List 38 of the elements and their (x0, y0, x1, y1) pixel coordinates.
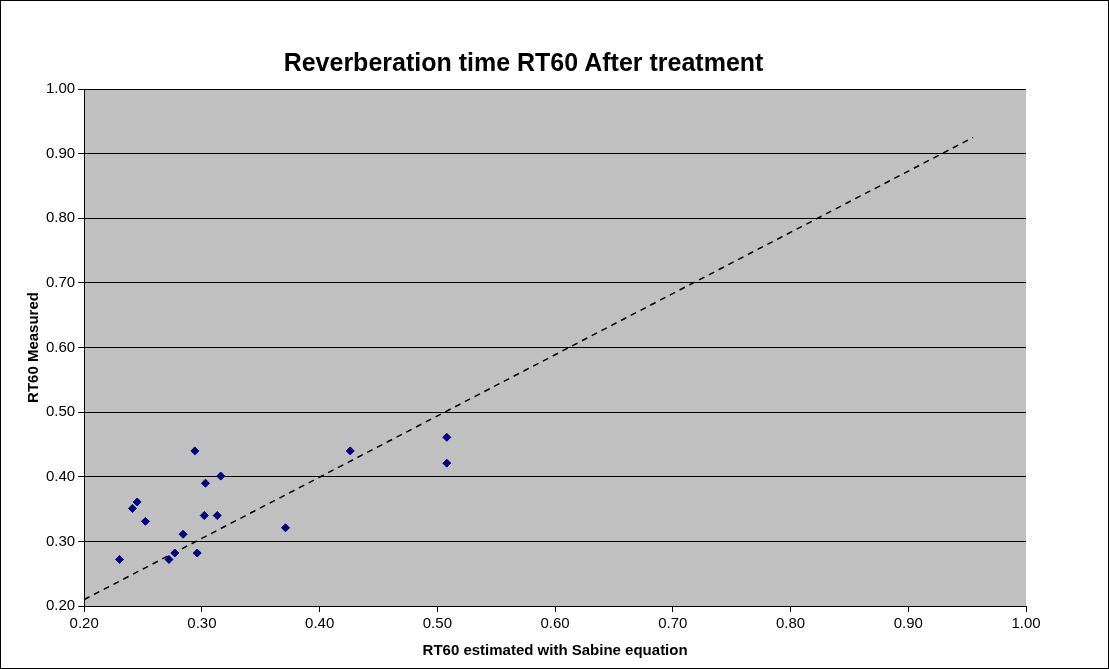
y-tick-label: 1.00 (45, 79, 76, 97)
x-tick-label: 0.50 (422, 614, 452, 632)
point (190, 446, 200, 456)
x-tick-label: 0.80 (775, 614, 806, 632)
y-tick-label: 0.20 (45, 596, 76, 614)
chart-title: Reverberation time RT60 After treatment (283, 47, 765, 76)
y-tick-label: 0.50 (45, 402, 76, 420)
x-tick-label: 0.40 (305, 614, 335, 632)
point (132, 497, 142, 507)
point (200, 478, 210, 488)
point (170, 548, 180, 558)
y-tick-label: 0.80 (45, 208, 76, 226)
x-tick-label: 0.90 (893, 614, 923, 632)
y-tick-label: 0.40 (45, 466, 76, 484)
y-tick-label: 0.60 (45, 337, 76, 355)
point (216, 471, 226, 481)
x-axis-title: RT60 estimated with Sabine equation (422, 641, 688, 659)
y-tick-label: 0.90 (45, 143, 76, 161)
y-tick-label: 0.30 (45, 531, 76, 549)
point (192, 548, 202, 558)
point (199, 511, 209, 521)
y-axis-title: RT60 Measured (24, 292, 42, 403)
x-tick-label: 0.70 (658, 614, 688, 632)
x-tick-label: 1.00 (1011, 614, 1041, 632)
point (178, 529, 188, 539)
y-tick-label: 0.70 (45, 273, 76, 291)
point (212, 511, 222, 521)
x-tick-label: 0.30 (187, 614, 217, 632)
point (127, 503, 137, 513)
x-tick-label: 0.60 (540, 614, 570, 632)
point (442, 458, 452, 468)
point (164, 554, 174, 564)
point (281, 523, 291, 533)
x-tick-label: 0.20 (69, 614, 99, 632)
point (140, 516, 150, 526)
point (442, 432, 452, 442)
point (115, 554, 125, 564)
point (345, 446, 355, 456)
